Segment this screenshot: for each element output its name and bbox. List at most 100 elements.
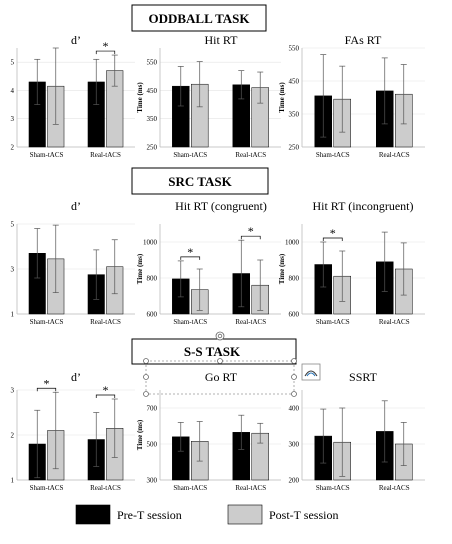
x-tick-4-1: Real-tACS (235, 318, 266, 326)
chart-title-4: Hit RT (congruent) (175, 199, 267, 213)
chart-panel-3: d’ 1 3 5 Sham-tACS Real-tACS (11, 199, 135, 326)
y-axis-label-7: Time (ms) (136, 419, 144, 450)
x-tick-8-1: Real-tACS (379, 484, 410, 492)
resize-handle-right[interactable] (291, 374, 297, 380)
sig-label-5-0: * (330, 226, 336, 240)
sig-bracket-4-1 (240, 235, 261, 240)
y-tick-0-0: 2 (11, 144, 15, 152)
x-tick-2-0: Sham-tACS (316, 151, 350, 159)
section-title-oddball-text: ODDBALL TASK (148, 11, 250, 26)
resize-handle-left[interactable] (143, 374, 149, 380)
y-tick-0-2: 4 (11, 87, 15, 95)
section-title-ss: S-S TASK (131, 338, 297, 365)
y-tick-1-0: 250 (147, 144, 158, 152)
x-tick-1-0: Sham-tACS (173, 151, 207, 159)
y-tick-3-2: 5 (11, 221, 15, 229)
x-tick-3-0: Sham-tACS (30, 318, 64, 326)
y-tick-6-2: 3 (11, 387, 15, 395)
resize-handle-bottom-left[interactable] (143, 391, 149, 397)
y-tick-2-3: 550 (289, 45, 300, 53)
sig-label-4-0: * (187, 245, 193, 259)
section-title-ss-text: S-S TASK (184, 344, 241, 359)
sig-label-6-1: * (103, 383, 109, 397)
chart-panel-6: d’ 1 2 3 Sham-tACS Real-tACS * * (11, 370, 135, 492)
y-tick-0-1: 3 (11, 115, 15, 123)
x-tick-3-1: Real-tACS (90, 318, 121, 326)
sig-bracket-5-0 (322, 237, 343, 241)
x-tick-6-0: Sham-tACS (30, 484, 64, 492)
section-title-src-text: SRC TASK (168, 174, 232, 189)
sig-bracket-6-1 (95, 394, 116, 398)
x-tick-0-1: Real-tACS (90, 151, 121, 159)
chart-title-2: FAs RT (345, 33, 382, 47)
resize-handle-top-left[interactable] (143, 358, 149, 364)
y-tick-6-0: 1 (11, 477, 15, 485)
y-tick-2-0: 250 (289, 144, 300, 152)
y-tick-5-0: 600 (289, 311, 300, 319)
y-axis-label-4: Time (ms) (136, 253, 144, 284)
resize-handle-bottom-right[interactable] (291, 391, 297, 397)
chart-title-1: Hit RT (205, 33, 239, 47)
resize-handle-top-right[interactable] (291, 358, 297, 364)
resize-handle-top[interactable] (217, 358, 223, 364)
chart-title-0: d’ (71, 33, 81, 47)
y-tick-7-2: 700 (147, 405, 158, 413)
charts-layer: d’ 2 3 4 5 Sham-tACS Real-tACS * Hit RT Time (ms)… (11, 33, 425, 492)
y-axis-label-5: Time (ms) (278, 253, 286, 284)
sig-bracket-4-0 (180, 256, 201, 260)
x-tick-5-0: Sham-tACS (316, 318, 350, 326)
y-tick-1-2: 450 (147, 87, 158, 95)
chart-title-5: Hit RT (incongruent) (312, 199, 413, 213)
x-tick-5-1: Real-tACS (379, 318, 410, 326)
section-title-oddball: ODDBALL TASK (131, 4, 267, 32)
sig-bracket-6-0 (36, 387, 57, 392)
chart-title-8: SSRT (349, 370, 378, 384)
chart-panel-7: Go RT Time (ms) 300 500 700 Sham-tACS Real-tAC… (136, 370, 281, 492)
y-tick-7-0: 300 (147, 477, 158, 485)
chart-panel-1: Hit RT Time (ms) 250 350 450 550 Sham-tACS Real… (136, 33, 281, 159)
chart-title-6: d’ (71, 370, 81, 384)
y-tick-3-0: 1 (11, 311, 15, 319)
x-tick-8-0: Sham-tACS (316, 484, 350, 492)
x-tick-4-0: Sham-tACS (173, 318, 207, 326)
y-tick-2-1: 350 (289, 111, 300, 119)
y-tick-5-1: 800 (289, 275, 300, 283)
legend-label-post: Post-T session (269, 508, 338, 522)
x-tick-6-1: Real-tACS (90, 484, 121, 492)
rotate-handle-icon[interactable] (215, 331, 225, 341)
y-tick-0-3: 5 (11, 59, 15, 67)
sig-label-6-0: * (44, 376, 50, 390)
chart-panel-4: Hit RT (congruent) Time (ms) 600 800 1000 Sha… (136, 199, 281, 326)
chart-panel-2: FAs RT Time (ms) 250 350 450 550 Sham-tACS Real… (278, 33, 425, 159)
y-tick-1-1: 350 (147, 115, 158, 123)
x-tick-0-0: Sham-tACS (30, 151, 64, 159)
y-tick-4-2: 1000 (143, 239, 158, 247)
x-tick-2-1: Real-tACS (379, 151, 410, 159)
chart-title-7: Go RT (205, 370, 238, 384)
selection-frame[interactable] (143, 331, 321, 397)
y-tick-8-2: 400 (289, 405, 300, 413)
y-axis-label-2: Time (ms) (278, 82, 286, 113)
sig-bracket-0-0 (95, 50, 116, 55)
y-tick-5-2: 1000 (285, 239, 300, 247)
x-tick-7-0: Sham-tACS (173, 484, 207, 492)
x-tick-7-1: Real-tACS (235, 484, 266, 492)
y-tick-2-2: 450 (289, 78, 300, 86)
y-tick-4-1: 800 (147, 275, 158, 283)
legend: Pre-T session Post-T session (75, 504, 338, 525)
chart-panel-5: Hit RT (incongruent) Time (ms) 600 800 1000 S… (278, 199, 425, 326)
y-axis-label-1: Time (ms) (136, 82, 144, 113)
chart-panel-8: SSRT 200 300 400 Sham-tACS Real-tACS (289, 370, 425, 492)
legend-label-pre: Pre-T session (117, 508, 182, 522)
sig-label-4-1: * (248, 224, 254, 238)
y-tick-8-1: 300 (289, 441, 300, 449)
y-tick-1-3: 550 (147, 59, 158, 67)
y-tick-8-0: 200 (289, 477, 300, 485)
layout-options-icon[interactable] (301, 363, 321, 381)
y-tick-3-1: 3 (11, 266, 15, 274)
chart-panel-0: d’ 2 3 4 5 Sham-tACS Real-tACS * (11, 33, 135, 159)
x-tick-1-1: Real-tACS (235, 151, 266, 159)
y-tick-4-0: 600 (147, 311, 158, 319)
legend-swatch-post (227, 504, 263, 525)
